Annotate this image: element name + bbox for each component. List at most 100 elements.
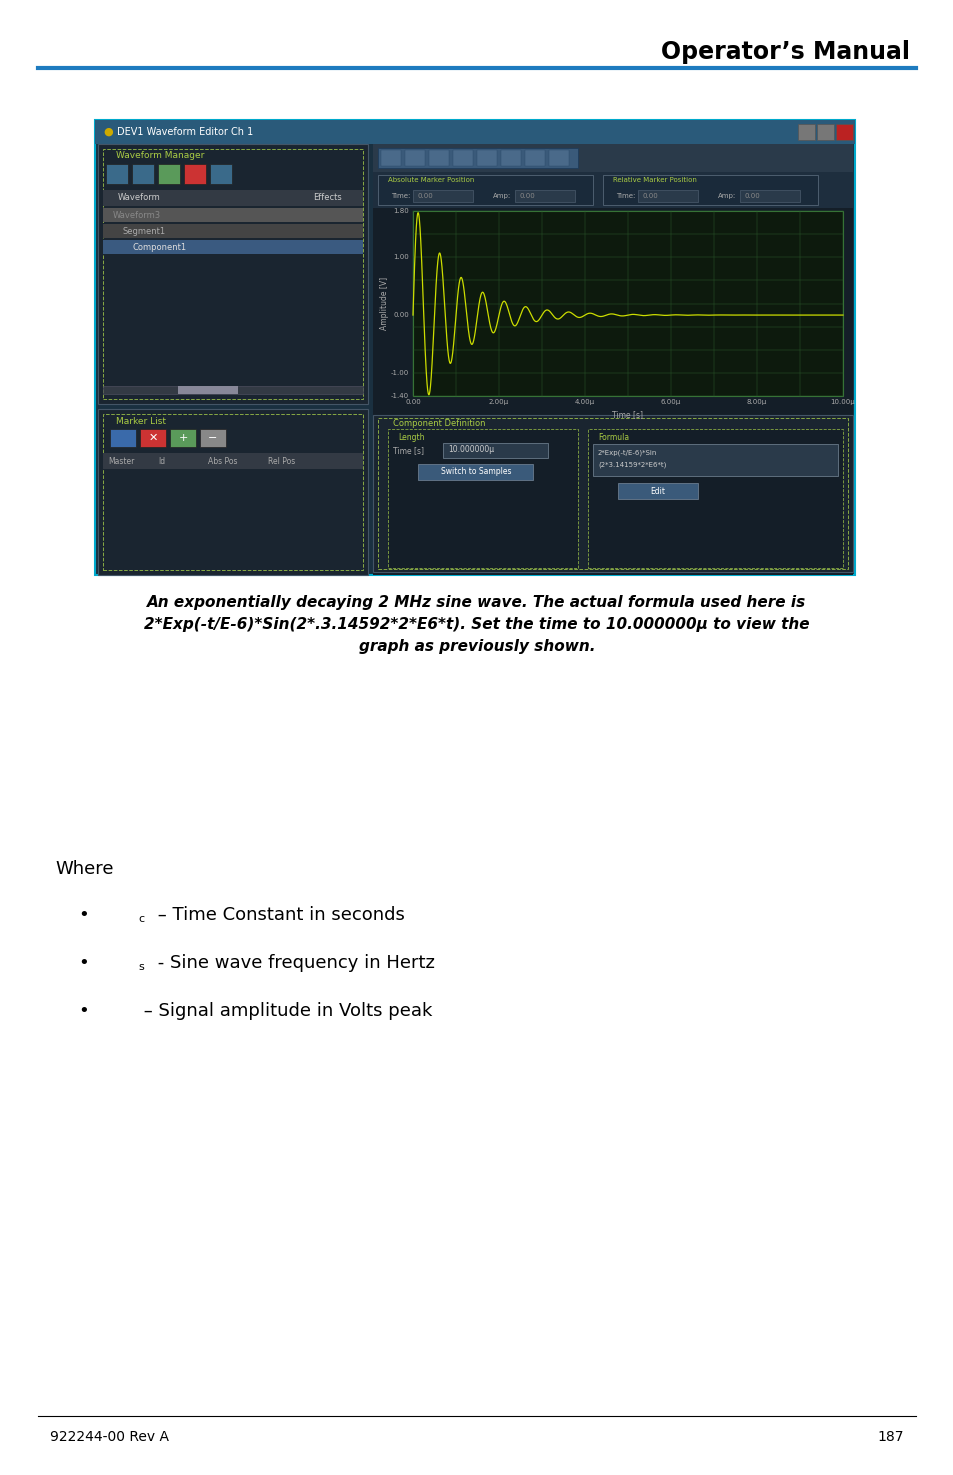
Text: Marker List: Marker List — [116, 416, 166, 425]
Text: -1.00: -1.00 — [391, 370, 409, 376]
Bar — [835, 124, 852, 140]
Text: 0.00: 0.00 — [393, 313, 409, 319]
Bar — [103, 240, 363, 254]
Bar — [95, 119, 854, 575]
Bar — [103, 453, 363, 469]
Text: Length: Length — [397, 432, 424, 441]
Text: 0.00: 0.00 — [519, 193, 536, 199]
Text: 0.00: 0.00 — [405, 400, 420, 406]
Bar — [548, 150, 568, 167]
Text: •: • — [78, 1002, 89, 1021]
Text: 10.00μ: 10.00μ — [830, 400, 855, 406]
Text: Time [s]: Time [s] — [612, 410, 643, 419]
Text: Formula: Formula — [598, 432, 628, 441]
Text: -1.40: -1.40 — [391, 392, 409, 400]
Text: Waveform Manager: Waveform Manager — [116, 152, 204, 161]
Text: Time:: Time: — [616, 193, 635, 199]
Bar — [140, 429, 166, 447]
Bar — [388, 429, 578, 568]
Text: 2*Exp(-t/E-6)*Sin(2*.3.14592*2*E6*t). Set the time to 10.000000μ to view the: 2*Exp(-t/E-6)*Sin(2*.3.14592*2*E6*t). Se… — [144, 617, 809, 631]
Text: c: c — [138, 914, 144, 923]
Text: An exponentially decaying 2 MHz sine wave. The actual formula used here is: An exponentially decaying 2 MHz sine wav… — [147, 594, 806, 611]
Bar — [373, 145, 852, 575]
Bar — [210, 164, 232, 184]
Bar — [816, 124, 833, 140]
Bar — [184, 164, 206, 184]
Bar — [413, 190, 473, 202]
Bar — [377, 176, 593, 205]
Text: Component1: Component1 — [132, 242, 187, 252]
Bar — [98, 409, 368, 575]
Bar — [132, 164, 153, 184]
Text: DEV1 Waveform Editor Ch 1: DEV1 Waveform Editor Ch 1 — [117, 127, 253, 137]
Bar — [170, 429, 195, 447]
Bar — [524, 150, 544, 167]
Bar — [110, 429, 136, 447]
Text: 922244-00 Rev A: 922244-00 Rev A — [50, 1429, 169, 1444]
Text: graph as previously shown.: graph as previously shown. — [358, 639, 595, 653]
Bar — [377, 417, 847, 569]
Text: 187: 187 — [877, 1429, 903, 1444]
Bar — [373, 145, 852, 173]
Text: •: • — [78, 954, 89, 972]
Text: 6.00μ: 6.00μ — [660, 400, 680, 406]
Bar — [740, 190, 800, 202]
Text: ●: ● — [103, 127, 112, 137]
Bar — [103, 414, 363, 569]
Bar — [95, 119, 854, 145]
Bar — [200, 429, 226, 447]
Text: 2*Exp(-t/E-6)*Sin: 2*Exp(-t/E-6)*Sin — [598, 450, 657, 456]
Text: Where: Where — [55, 860, 113, 878]
Text: Time:: Time: — [391, 193, 410, 199]
Text: Waveform3: Waveform3 — [112, 211, 161, 220]
Text: Waveform: Waveform — [118, 193, 161, 202]
Bar — [476, 150, 497, 167]
Text: Segment1: Segment1 — [123, 227, 166, 236]
Bar — [103, 190, 363, 207]
Text: 10.000000μ: 10.000000μ — [448, 445, 494, 454]
Bar — [515, 190, 575, 202]
Bar — [106, 164, 128, 184]
Bar — [103, 386, 363, 394]
Text: Edit: Edit — [650, 487, 665, 496]
Text: (2*3.14159*2*E6*t): (2*3.14159*2*E6*t) — [598, 462, 666, 468]
Text: Master: Master — [108, 456, 134, 466]
Text: Switch to Samples: Switch to Samples — [440, 468, 511, 476]
Bar — [373, 173, 852, 208]
Text: – Time Constant in seconds: – Time Constant in seconds — [152, 906, 404, 923]
Text: Amp:: Amp: — [493, 193, 511, 199]
Bar — [377, 148, 578, 168]
Text: Rel Pos: Rel Pos — [268, 456, 294, 466]
Text: 0.00: 0.00 — [417, 193, 434, 199]
Bar — [413, 211, 842, 395]
Bar — [103, 149, 363, 400]
Bar — [429, 150, 449, 167]
Bar — [417, 465, 533, 479]
Bar — [797, 124, 814, 140]
Bar — [158, 164, 180, 184]
Bar — [442, 442, 547, 459]
Text: Amplitude [V]: Amplitude [V] — [380, 277, 389, 330]
Bar — [103, 208, 363, 223]
Bar — [587, 429, 842, 568]
Text: Time [s]: Time [s] — [393, 447, 423, 456]
Bar — [103, 224, 363, 237]
Bar — [405, 150, 424, 167]
Bar — [373, 414, 852, 572]
Text: 8.00μ: 8.00μ — [746, 400, 766, 406]
Text: 0.00: 0.00 — [744, 193, 760, 199]
Text: – Signal amplitude in Volts peak: – Signal amplitude in Volts peak — [138, 1002, 432, 1021]
Text: •: • — [78, 906, 89, 923]
Text: 0.00: 0.00 — [642, 193, 659, 199]
Text: s: s — [138, 962, 144, 972]
Bar — [453, 150, 473, 167]
Text: Abs Pos: Abs Pos — [208, 456, 237, 466]
Text: 2.00μ: 2.00μ — [489, 400, 509, 406]
Text: 4.00μ: 4.00μ — [575, 400, 595, 406]
Text: Effects: Effects — [313, 193, 341, 202]
Bar — [618, 482, 698, 499]
Text: +: + — [178, 434, 188, 442]
Text: - Sine wave frequency in Hertz: - Sine wave frequency in Hertz — [152, 954, 435, 972]
Bar — [380, 150, 400, 167]
Bar — [593, 444, 837, 476]
